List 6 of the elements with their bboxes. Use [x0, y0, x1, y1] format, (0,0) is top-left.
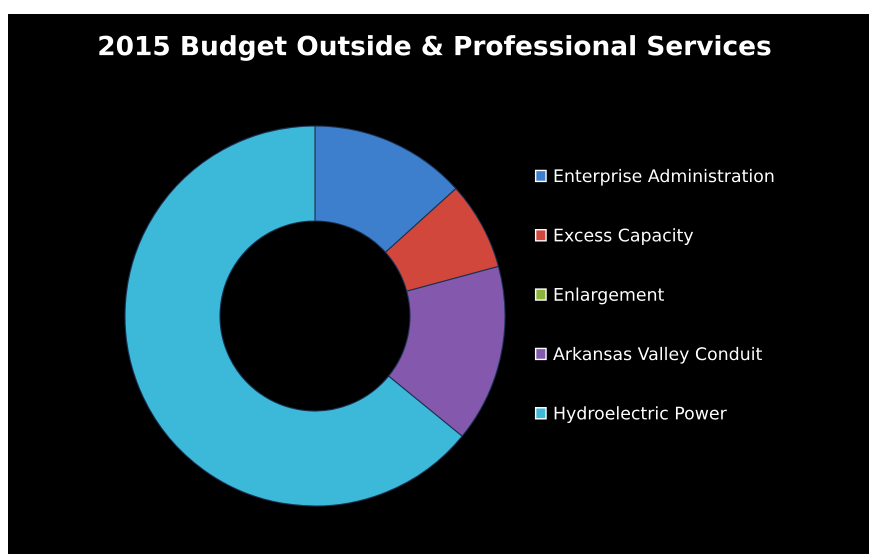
legend-label: Enlargement [554, 288, 664, 304]
legend-label: Excess Capacity [554, 228, 694, 245]
legend-label: Enterprise Administration [554, 168, 774, 186]
legend-label: Arkansas Valley Conduit [553, 346, 762, 364]
chart-title: 2015 Budget Outside & Professional Services [99, 35, 770, 61]
legend-label: Hydroelectric Power [554, 406, 727, 423]
